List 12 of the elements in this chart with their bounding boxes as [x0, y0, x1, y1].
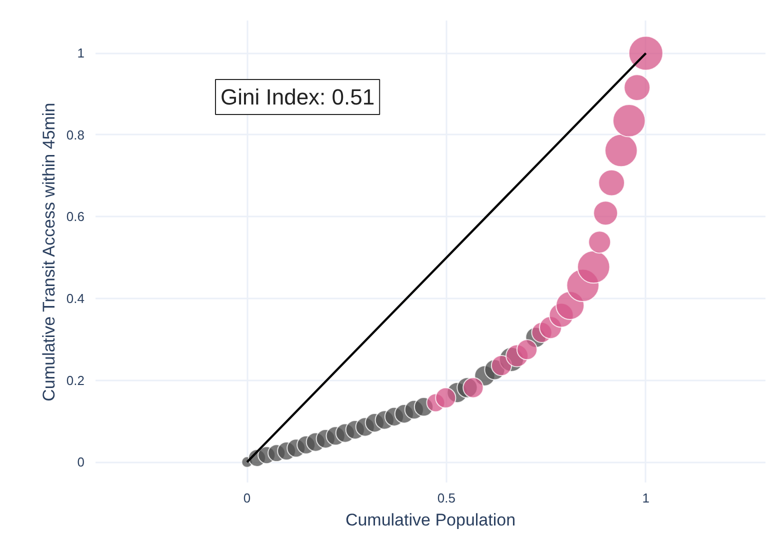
y-tick-label: 0.4: [66, 291, 85, 306]
x-tick-label: 0: [243, 490, 251, 506]
x-axis-title: Cumulative Population: [345, 510, 516, 530]
x-tick-label: 0.5: [437, 490, 456, 506]
annotation: Gini Index: 0.51: [220, 84, 375, 110]
x-tick-label: 1: [642, 490, 650, 506]
y-tick-label: 0.6: [66, 209, 85, 224]
y-tick-label: 1: [77, 46, 85, 61]
y-axis-title: Cumulative Transit Access within 45min: [39, 102, 58, 402]
y-tick-label: 0.8: [66, 127, 85, 142]
y-tick-label: 0: [77, 454, 85, 470]
y-tick-label: 0.2: [66, 372, 85, 388]
